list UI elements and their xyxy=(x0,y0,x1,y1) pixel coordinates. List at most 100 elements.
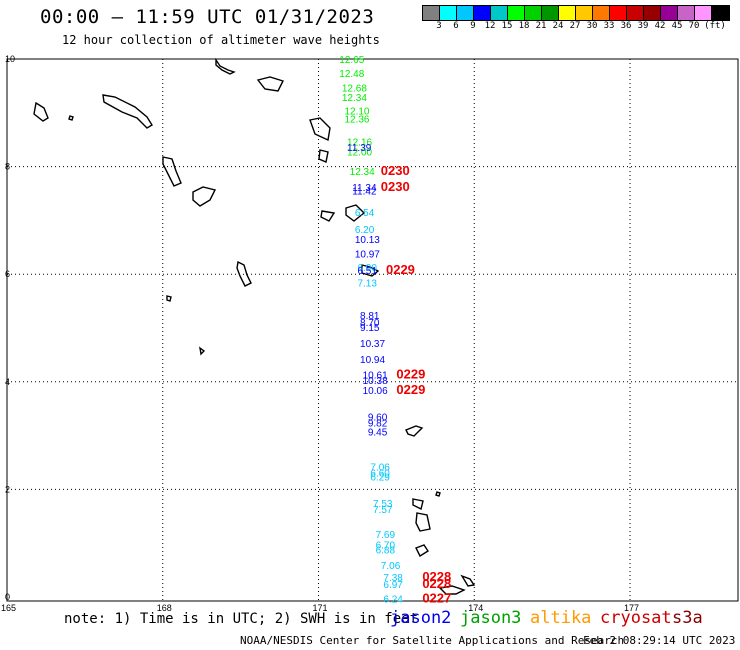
colorbar-swatch xyxy=(440,6,457,20)
pass-time-tag: 0228 xyxy=(422,576,451,591)
wave-height-value: 7.57 xyxy=(373,505,393,516)
generation-date: Feb 2 08:29:14 UTC 2023 xyxy=(583,634,736,647)
axis-labels: 165 168 171 174 177 10 8 6 4 2 0 xyxy=(1,54,639,613)
wave-height-value: 10.06 xyxy=(363,386,388,397)
island-shape xyxy=(438,585,466,595)
wave-height-value: 11.34 xyxy=(352,183,377,194)
colorbar-swatch xyxy=(593,6,610,20)
latitude-label: 2 xyxy=(5,484,10,494)
wave-height-value: 9.45 xyxy=(368,428,388,439)
colorbar-swatch xyxy=(712,6,729,20)
island-shape xyxy=(415,544,429,558)
wave-height-value: 7.06 xyxy=(381,561,401,572)
map-frame xyxy=(6,58,739,602)
wave-height-value: 8.70 xyxy=(360,318,380,329)
wave-height-value: 6.24 xyxy=(383,594,403,605)
wave-height-value: 9.15 xyxy=(360,323,380,334)
island-shape xyxy=(415,512,431,532)
wave-height-value: 7.69 xyxy=(376,530,396,541)
pass-time-tag: 0227 xyxy=(422,590,451,605)
colorbar-swatch xyxy=(542,6,559,20)
island-shape xyxy=(320,210,336,222)
island-shape xyxy=(361,264,380,277)
longitude-label: 177 xyxy=(624,603,639,613)
colorbar-swatch xyxy=(627,6,644,20)
footer-note: note: 1) Time is in UTC; 2) SWH is in fe… xyxy=(64,611,419,627)
pass-time-tag: 0230 xyxy=(381,163,410,178)
wave-height-value: 6.54 xyxy=(355,208,375,219)
wave-height-value: 10.61 xyxy=(363,371,388,382)
wave-height-value: 10.13 xyxy=(355,235,380,246)
colorbar-label: 15 xyxy=(501,21,513,31)
wave-height-value: 6.51 xyxy=(357,266,377,277)
wave-height-value: 12.68 xyxy=(342,83,367,94)
colorbar-label: 3 xyxy=(436,21,442,31)
colorbar-swatch xyxy=(525,6,542,20)
mission-jason2: jason2 xyxy=(390,608,452,628)
wave-height-value: 12.00 xyxy=(347,147,372,158)
colorbar-label: 6 xyxy=(453,21,459,31)
wave-height-value: 11.42 xyxy=(352,187,377,198)
island-shape xyxy=(215,57,236,75)
colorbar-swatch xyxy=(678,6,695,20)
longitude-label: 174 xyxy=(468,603,483,613)
latitude-label: 10 xyxy=(5,54,15,64)
pass-time-tag: 0229 xyxy=(386,262,415,277)
wave-height-value: 10.37 xyxy=(360,339,385,350)
wave-height-value: 7.06 xyxy=(370,463,390,474)
colorbar-label: 9 xyxy=(470,21,476,31)
island-shape xyxy=(192,186,217,207)
colorbar-label: (ft) xyxy=(704,21,726,31)
wave-height-value: 8.81 xyxy=(360,311,380,322)
longitude-label: 168 xyxy=(157,603,172,613)
pass-time-tag: 0228 xyxy=(422,569,451,584)
wave-height-value: 10.38 xyxy=(363,376,388,387)
wave-height-value: 12.65 xyxy=(339,55,364,66)
map-title: 00:00 – 11:59 UTC 01/31/2023 xyxy=(40,6,375,28)
latitude-label: 8 xyxy=(5,162,10,172)
colorbar-swatch xyxy=(644,6,661,20)
wave-height-value: 6.70 xyxy=(376,541,396,552)
island-shape xyxy=(199,346,206,356)
mission-altika: altika xyxy=(530,608,592,628)
island-shape xyxy=(166,295,172,302)
wave-height-value: 12.16 xyxy=(347,138,372,149)
wave-height-value: 7.53 xyxy=(373,499,393,510)
colorbar-swatch xyxy=(457,6,474,20)
island-shape xyxy=(236,260,252,287)
map-subtitle: 12 hour collection of altimeter wave hei… xyxy=(62,33,380,47)
wave-height-value: 6.20 xyxy=(355,225,375,236)
island-shape xyxy=(162,156,182,187)
colorbar-label: 39 xyxy=(637,21,649,31)
pass-time-tag: 0229 xyxy=(396,382,425,397)
wave-height-value: 9.60 xyxy=(368,413,388,424)
latitude-label: 0 xyxy=(5,592,10,602)
wave-height-value: 12.48 xyxy=(339,69,364,80)
island-shape xyxy=(68,115,74,121)
wave-height-value: 6.29 xyxy=(370,472,390,483)
colorbar-swatch xyxy=(508,6,525,20)
pass-time-tag: 0229 xyxy=(396,367,425,382)
wave-height-value: 9.82 xyxy=(368,418,388,429)
colorbar-swatch xyxy=(474,6,491,20)
wave-height-value: 12.36 xyxy=(344,114,369,125)
longitude-label: 165 xyxy=(1,603,16,613)
island-shape xyxy=(460,574,476,587)
mission-cryosat: cryosat xyxy=(600,608,672,628)
wave-height-value: 7.13 xyxy=(357,279,377,290)
islands xyxy=(33,57,476,595)
wave-height-value: 6.90 xyxy=(357,263,377,274)
wave-height-value: 6.97 xyxy=(383,580,403,591)
wave-height-value: 12.10 xyxy=(344,106,369,117)
wave-height-value: 12.34 xyxy=(350,167,375,178)
wave-height-value: 6.60 xyxy=(370,468,390,479)
colorbar-swatch xyxy=(695,6,712,20)
longitude-label: 171 xyxy=(313,603,328,613)
colorbar-label: 18 xyxy=(518,21,530,31)
colorbar-swatch xyxy=(661,6,678,20)
colorbar-swatch xyxy=(423,6,440,20)
island-shape xyxy=(318,149,329,163)
colorbar-swatch xyxy=(559,6,576,20)
